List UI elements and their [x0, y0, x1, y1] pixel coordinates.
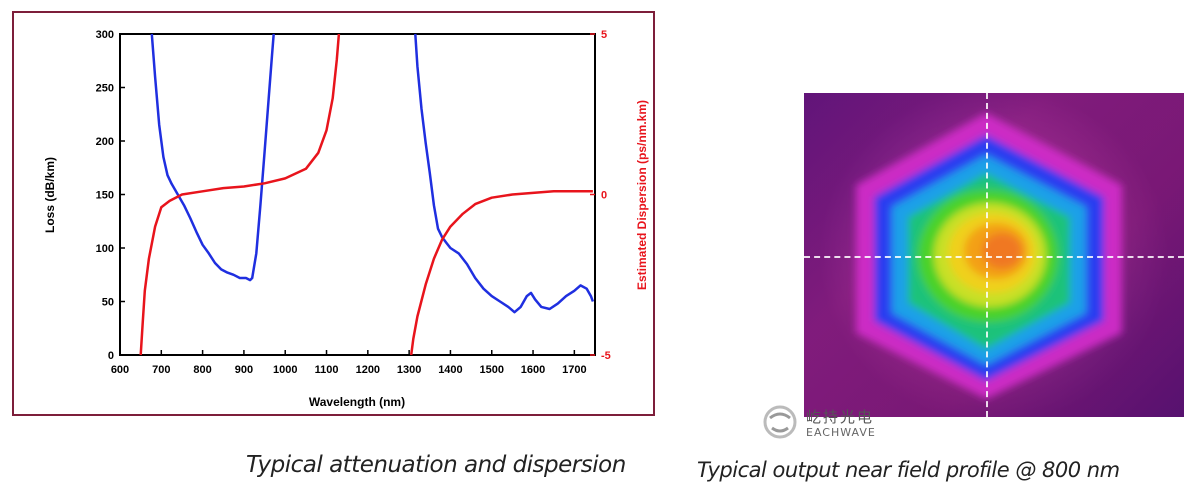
y-axis-left-label: Loss (dB/km) — [43, 157, 57, 233]
attenuation-dispersion-chart-frame: 600 700 800 900 1000 1100 1200 1300 1400 1500 1600… — [12, 11, 655, 416]
crosshair-vertical — [986, 93, 988, 417]
x-tick-label: 1400 — [438, 364, 462, 376]
crosshair-horizontal — [804, 256, 1184, 258]
x-tick-label: 1100 — [315, 364, 339, 376]
y-left-tick-label: 50 — [102, 297, 114, 309]
y-left-tick-label: 100 — [96, 243, 114, 255]
x-tick-label: 1600 — [521, 364, 545, 376]
eachwave-logo: 屹持光电 EACHWAVE — [762, 404, 902, 444]
y-right-tick-label: -5 — [601, 350, 611, 362]
x-tick-label: 1700 — [562, 364, 586, 376]
y-left-tick-label: 150 — [96, 190, 114, 202]
x-tick-label: 1000 — [273, 364, 297, 376]
y-right-tick-label: 0 — [601, 190, 607, 202]
x-tick-label: 900 — [235, 364, 253, 376]
logo-name-cn: 屹持光电 — [806, 408, 875, 426]
eachwave-logo-icon — [763, 405, 797, 439]
caption-near-field-profile: Typical output near field profile @ 800 … — [697, 458, 1120, 482]
near-field-intensity-map — [856, 113, 1122, 399]
dispersion-series-line — [409, 190, 593, 356]
loss-series-line — [150, 33, 275, 282]
y-right-tick-label: 5 — [601, 29, 607, 41]
dispersion-series-line — [139, 33, 341, 356]
x-tick-label: 1500 — [479, 364, 503, 376]
x-tick-label: 1300 — [397, 364, 421, 376]
logo-name-en: EACHWAVE — [806, 426, 876, 439]
attenuation-dispersion-chart: 600 700 800 900 1000 1100 1200 1300 1400 1500 1600… — [43, 29, 649, 409]
y-left-tick-label: 200 — [96, 136, 114, 148]
caption-attenuation-dispersion: Typical attenuation and dispersion — [246, 452, 626, 478]
x-tick-label: 1200 — [356, 364, 380, 376]
y-axis-right-label: Estimated Dispersion (ps/nm.km) — [635, 100, 649, 290]
x-axis-label: Wavelength (nm) — [309, 395, 405, 409]
x-tick-label: 600 — [111, 364, 129, 376]
y-left-tick-label: 0 — [108, 350, 114, 362]
y-left-tick-label: 300 — [96, 29, 114, 41]
loss-series-line — [414, 33, 595, 314]
x-tick-label: 700 — [152, 364, 170, 376]
near-field-profile-image — [804, 93, 1184, 417]
y-left-tick-label: 250 — [96, 83, 114, 95]
x-tick-label: 800 — [193, 364, 211, 376]
